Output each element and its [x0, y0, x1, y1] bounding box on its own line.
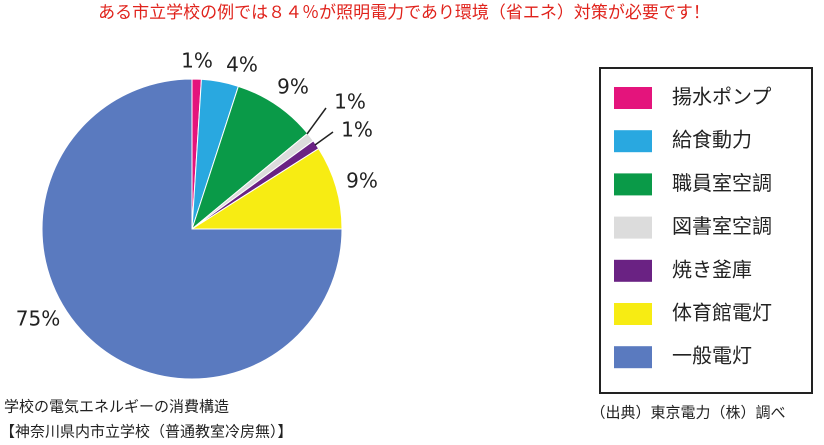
- legend-label: 一般電灯: [672, 344, 752, 368]
- pie-slice: [41, 78, 343, 380]
- legend-swatch: [614, 173, 652, 196]
- data-label: 1%: [334, 90, 366, 114]
- legend-label: 図書室空調: [672, 214, 772, 238]
- data-label: 4%: [226, 53, 258, 77]
- legend-label: 給食動力: [672, 128, 752, 152]
- legend-swatch: [614, 259, 652, 282]
- data-label: 9%: [346, 169, 378, 193]
- data-label: 1%: [181, 49, 213, 73]
- pie-slice: [190, 147, 343, 230]
- legend-label: 焼き釜庫: [672, 257, 752, 281]
- source: （出典）東京電力（株）調べ: [590, 404, 785, 422]
- pie-slice: [190, 85, 309, 231]
- legend-swatch: [614, 87, 652, 109]
- legend-swatch: [614, 346, 652, 369]
- legend-swatch: [614, 216, 652, 239]
- chart-title: ある市立学校の例では８４％が照明電力であり環境（省エネ）対策が必要です！: [98, 3, 710, 23]
- legend-box: [599, 67, 813, 394]
- leader-line: [314, 131, 334, 146]
- legend-label: 職員室空調: [672, 171, 772, 195]
- caption: 【神奈川県内市立学校（普通教室冷房無）】: [0, 423, 293, 441]
- data-label: 75%: [16, 307, 60, 331]
- legend-swatch: [614, 130, 652, 153]
- legend-label: 体育館電灯: [672, 301, 772, 325]
- legend-label: 揚水ポンプ: [672, 85, 771, 109]
- leader-line: [306, 107, 327, 135]
- legend-swatch: [614, 303, 652, 325]
- data-label: 9%: [277, 75, 309, 99]
- data-label: 1%: [341, 118, 373, 142]
- caption: 学校の電気エネルギーの消費構造: [4, 398, 229, 416]
